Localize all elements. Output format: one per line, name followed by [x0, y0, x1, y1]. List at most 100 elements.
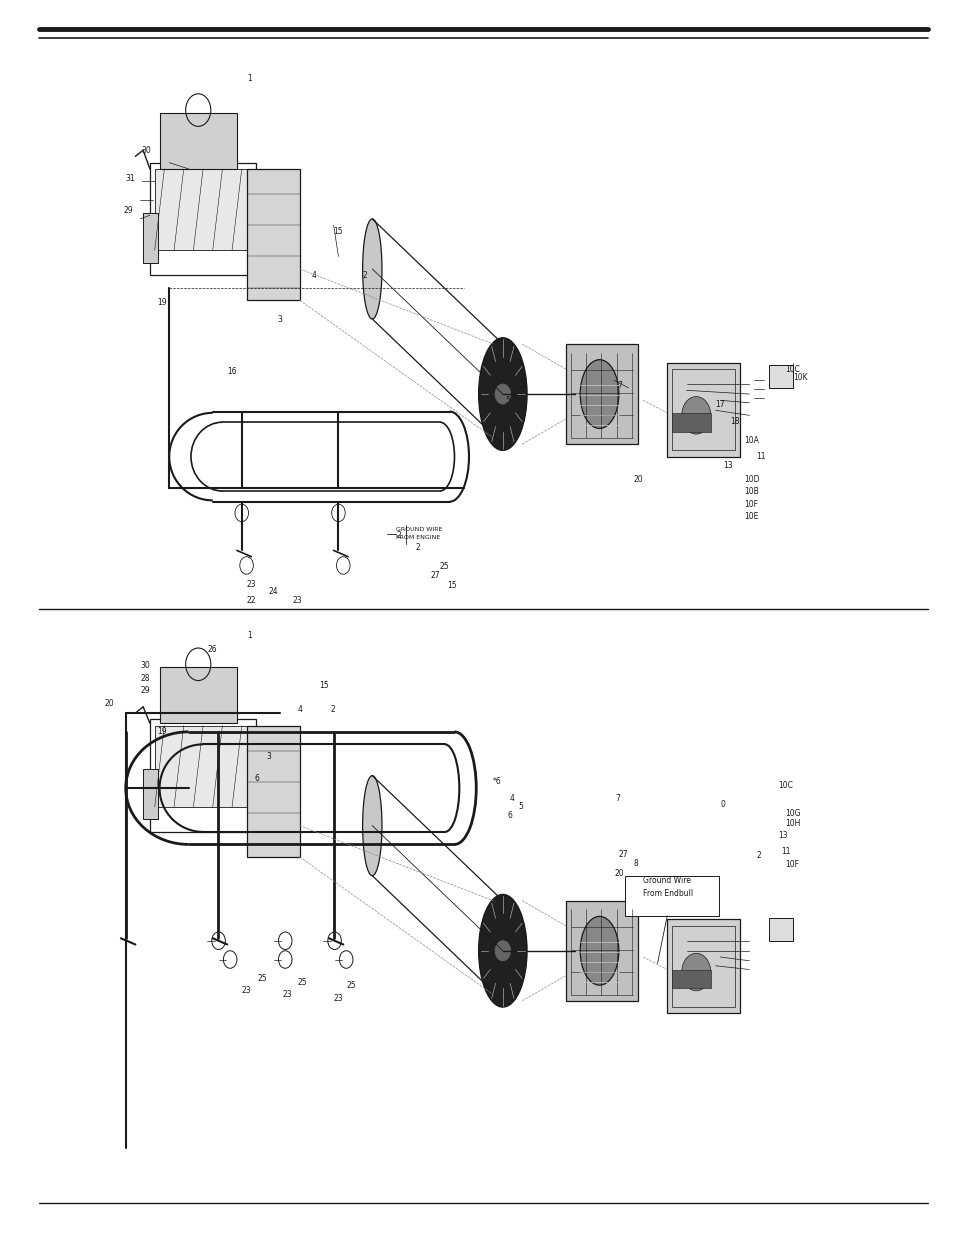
Text: 8: 8 — [633, 858, 638, 868]
Bar — [667, 919, 740, 1013]
Text: 6: 6 — [508, 811, 513, 821]
Bar — [769, 918, 793, 941]
Text: 3: 3 — [266, 752, 271, 762]
Text: FROM ENGINE: FROM ENGINE — [396, 535, 441, 540]
Text: 13: 13 — [723, 460, 733, 470]
Text: 24: 24 — [269, 587, 278, 597]
Circle shape — [682, 953, 711, 991]
Text: 23: 23 — [334, 993, 343, 1003]
Text: 23: 23 — [282, 990, 292, 1000]
Ellipse shape — [493, 901, 513, 1001]
Text: 20: 20 — [633, 474, 643, 484]
Text: 7: 7 — [615, 793, 620, 803]
Text: From Endbull: From Endbull — [643, 888, 693, 898]
Text: 23: 23 — [292, 595, 302, 605]
Bar — [672, 413, 711, 432]
Text: 7: 7 — [617, 380, 622, 390]
Bar — [143, 213, 158, 263]
Bar — [247, 169, 300, 300]
Text: 29: 29 — [140, 686, 150, 696]
Text: 4: 4 — [510, 793, 514, 803]
Text: 11: 11 — [781, 847, 791, 857]
Text: 26: 26 — [208, 644, 218, 654]
Text: 15: 15 — [334, 226, 343, 236]
Circle shape — [495, 384, 511, 404]
Text: 23: 23 — [247, 579, 256, 589]
Bar — [672, 369, 735, 450]
Text: 18: 18 — [730, 417, 740, 427]
Text: 15: 15 — [447, 580, 456, 590]
Text: 25: 25 — [346, 981, 356, 991]
Text: 23: 23 — [242, 986, 251, 996]
Text: *6: *6 — [493, 777, 502, 787]
Text: 19: 19 — [158, 727, 167, 737]
Text: 10K: 10K — [793, 373, 807, 383]
Text: 20: 20 — [614, 868, 624, 878]
Ellipse shape — [479, 338, 527, 450]
Text: 1: 1 — [248, 631, 252, 641]
Text: 2: 2 — [363, 270, 367, 280]
Text: 28: 28 — [140, 673, 150, 683]
Text: 27: 27 — [430, 570, 440, 580]
Text: 30: 30 — [141, 145, 151, 155]
Text: 25: 25 — [257, 973, 267, 983]
Ellipse shape — [580, 360, 619, 428]
Text: 19: 19 — [158, 298, 167, 308]
Circle shape — [495, 941, 511, 961]
Text: 10H: 10H — [785, 818, 801, 828]
Text: Ground Wire: Ground Wire — [643, 876, 691, 886]
Text: 2: 2 — [396, 530, 401, 540]
Circle shape — [682, 397, 711, 434]
Bar — [672, 970, 711, 988]
Text: 3: 3 — [278, 314, 282, 324]
Bar — [155, 726, 251, 807]
Text: 11: 11 — [756, 452, 766, 462]
Text: GROUND WIRE: GROUND WIRE — [396, 527, 443, 532]
Bar — [247, 726, 300, 857]
Bar — [625, 876, 719, 916]
Text: 10G: 10G — [785, 808, 801, 818]
Bar — [769, 365, 793, 388]
Text: 20: 20 — [104, 698, 114, 708]
Ellipse shape — [493, 344, 513, 444]
Text: 0: 0 — [720, 799, 725, 809]
Bar — [160, 113, 237, 169]
Bar — [160, 667, 237, 723]
Ellipse shape — [580, 916, 619, 986]
Text: 15: 15 — [319, 681, 329, 691]
Text: 6: 6 — [254, 773, 259, 783]
Text: 29: 29 — [124, 205, 133, 215]
Text: 10B: 10B — [745, 487, 759, 497]
Bar — [155, 169, 251, 250]
Ellipse shape — [479, 894, 527, 1007]
Text: 10A: 10A — [745, 435, 759, 445]
Text: 10C: 10C — [778, 781, 793, 791]
Text: 10D: 10D — [745, 474, 760, 484]
Text: 6: 6 — [520, 377, 525, 387]
Text: 30: 30 — [140, 661, 150, 671]
Text: 27: 27 — [619, 849, 629, 859]
Text: 13: 13 — [778, 831, 788, 841]
Text: 2: 2 — [331, 704, 336, 714]
Bar — [667, 363, 740, 457]
Ellipse shape — [363, 219, 382, 319]
Text: 2: 2 — [416, 543, 421, 553]
Text: 10C: 10C — [785, 364, 800, 374]
Text: 22: 22 — [247, 595, 256, 605]
Bar — [566, 344, 638, 444]
Text: 10F: 10F — [785, 859, 799, 869]
Text: 10F: 10F — [745, 499, 758, 509]
Text: 1: 1 — [248, 74, 252, 84]
Text: 10E: 10E — [745, 512, 759, 522]
Text: 2: 2 — [756, 851, 761, 861]
Text: 5: 5 — [506, 395, 511, 405]
Text: 16: 16 — [227, 367, 237, 377]
Text: 31: 31 — [126, 174, 135, 184]
Text: 25: 25 — [298, 977, 308, 987]
Text: 4: 4 — [311, 270, 316, 280]
Text: 5: 5 — [518, 802, 523, 812]
Text: 4: 4 — [298, 704, 303, 714]
Text: 25: 25 — [440, 562, 450, 572]
Bar — [150, 163, 256, 275]
Bar — [150, 719, 256, 832]
